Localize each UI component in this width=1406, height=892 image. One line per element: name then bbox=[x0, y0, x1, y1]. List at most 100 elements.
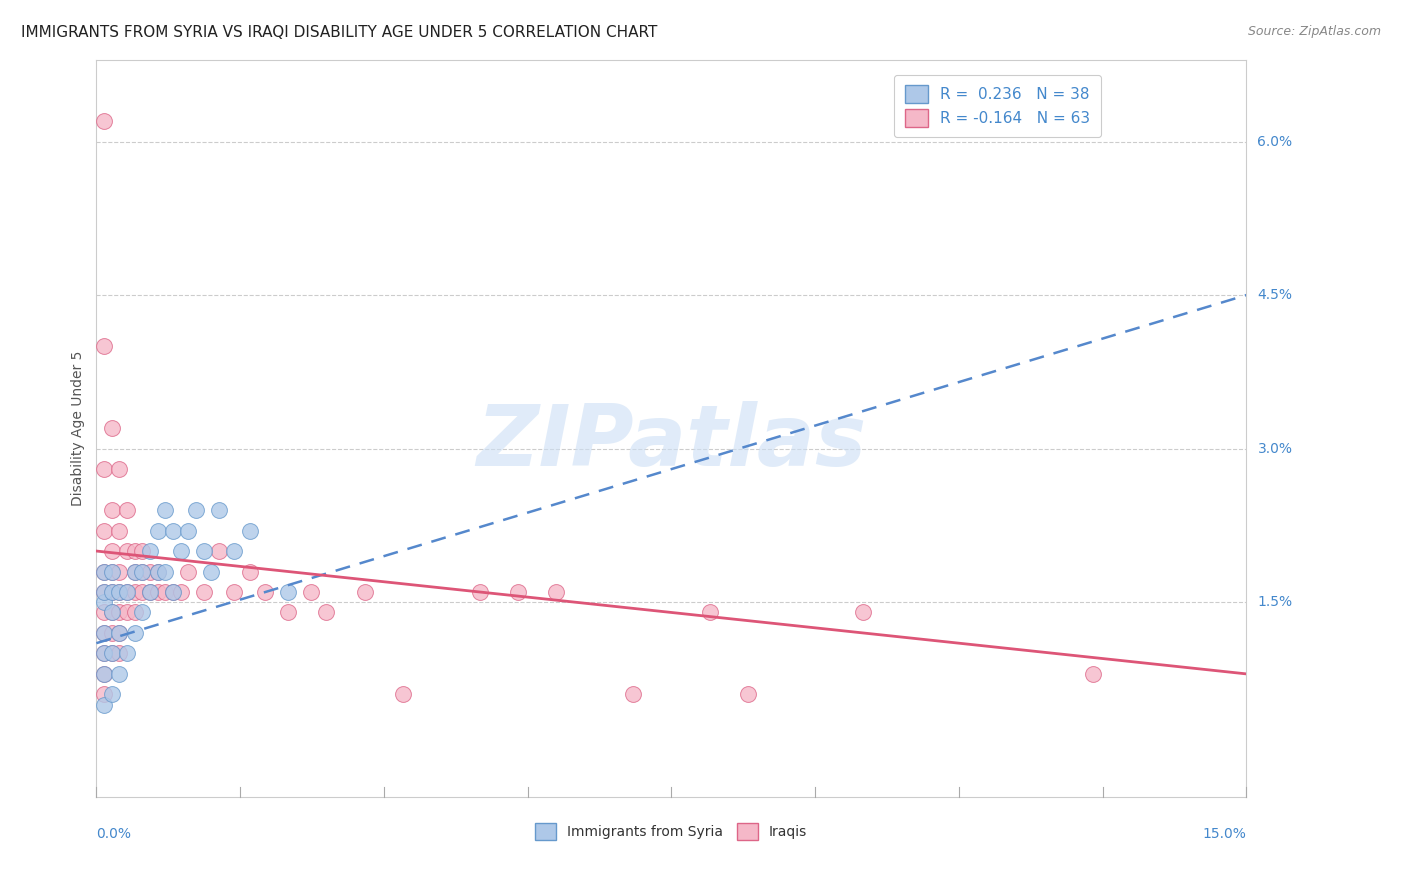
Point bbox=[93, 462, 115, 476]
Point bbox=[131, 565, 153, 579]
Point bbox=[852, 606, 875, 620]
Point bbox=[155, 585, 177, 599]
Text: 3.0%: 3.0% bbox=[1257, 442, 1292, 456]
Point bbox=[239, 524, 262, 538]
Point bbox=[224, 585, 246, 599]
Point bbox=[546, 585, 568, 599]
Text: 4.5%: 4.5% bbox=[1257, 288, 1292, 302]
Point bbox=[146, 565, 169, 579]
Point bbox=[100, 565, 122, 579]
Point bbox=[124, 544, 146, 558]
Text: 6.0%: 6.0% bbox=[1257, 135, 1292, 148]
Point bbox=[621, 687, 644, 701]
Point bbox=[115, 585, 138, 599]
Point bbox=[115, 503, 138, 517]
Point bbox=[155, 503, 177, 517]
Point bbox=[115, 585, 138, 599]
Point bbox=[100, 647, 122, 661]
Point bbox=[93, 698, 115, 712]
Point bbox=[193, 544, 215, 558]
Point bbox=[93, 606, 115, 620]
Point bbox=[124, 606, 146, 620]
Point bbox=[108, 462, 131, 476]
Point bbox=[146, 585, 169, 599]
Point bbox=[277, 585, 299, 599]
Point bbox=[253, 585, 276, 599]
Point bbox=[170, 585, 193, 599]
Point bbox=[115, 606, 138, 620]
Point bbox=[139, 544, 162, 558]
Point bbox=[93, 666, 115, 681]
Text: 1.5%: 1.5% bbox=[1257, 595, 1292, 609]
Point bbox=[124, 565, 146, 579]
Point bbox=[93, 595, 115, 609]
Y-axis label: Disability Age Under 5: Disability Age Under 5 bbox=[72, 351, 86, 506]
Point bbox=[353, 585, 375, 599]
Point bbox=[100, 421, 122, 435]
Point bbox=[170, 544, 193, 558]
Point bbox=[93, 626, 115, 640]
Point bbox=[392, 687, 415, 701]
Point bbox=[93, 687, 115, 701]
Text: IMMIGRANTS FROM SYRIA VS IRAQI DISABILITY AGE UNDER 5 CORRELATION CHART: IMMIGRANTS FROM SYRIA VS IRAQI DISABILIT… bbox=[21, 25, 658, 40]
Point bbox=[124, 585, 146, 599]
Point bbox=[468, 585, 491, 599]
Point bbox=[108, 626, 131, 640]
Point bbox=[93, 524, 115, 538]
Point bbox=[139, 565, 162, 579]
Point bbox=[139, 585, 162, 599]
Point bbox=[100, 647, 122, 661]
Point bbox=[100, 585, 122, 599]
Point bbox=[108, 565, 131, 579]
Point bbox=[93, 114, 115, 128]
Text: ZIPatlas: ZIPatlas bbox=[477, 401, 866, 484]
Point bbox=[239, 565, 262, 579]
Point bbox=[108, 666, 131, 681]
Point bbox=[93, 585, 115, 599]
Point bbox=[100, 606, 122, 620]
Point bbox=[200, 565, 222, 579]
Point bbox=[100, 565, 122, 579]
Point bbox=[131, 585, 153, 599]
Point bbox=[177, 565, 200, 579]
Point bbox=[93, 565, 115, 579]
Point bbox=[162, 585, 184, 599]
Point bbox=[108, 585, 131, 599]
Point bbox=[115, 647, 138, 661]
Point bbox=[93, 585, 115, 599]
Point bbox=[299, 585, 322, 599]
Point bbox=[124, 565, 146, 579]
Point bbox=[124, 626, 146, 640]
Point bbox=[100, 626, 122, 640]
Point bbox=[108, 585, 131, 599]
Point bbox=[93, 666, 115, 681]
Point bbox=[737, 687, 759, 701]
Point bbox=[162, 585, 184, 599]
Point bbox=[131, 606, 153, 620]
Point bbox=[100, 687, 122, 701]
Point bbox=[139, 585, 162, 599]
Point bbox=[699, 606, 721, 620]
Point bbox=[93, 647, 115, 661]
Point bbox=[108, 626, 131, 640]
Point bbox=[108, 647, 131, 661]
Point bbox=[146, 565, 169, 579]
Point bbox=[177, 524, 200, 538]
Point bbox=[100, 544, 122, 558]
Point bbox=[93, 339, 115, 353]
Legend: Immigrants from Syria, Iraqis: Immigrants from Syria, Iraqis bbox=[530, 818, 813, 845]
Point bbox=[208, 503, 231, 517]
Point bbox=[277, 606, 299, 620]
Text: Source: ZipAtlas.com: Source: ZipAtlas.com bbox=[1247, 25, 1381, 38]
Point bbox=[146, 524, 169, 538]
Point bbox=[315, 606, 337, 620]
Point bbox=[506, 585, 529, 599]
Point bbox=[131, 565, 153, 579]
Point bbox=[100, 585, 122, 599]
Point bbox=[208, 544, 231, 558]
Point bbox=[224, 544, 246, 558]
Point bbox=[1081, 666, 1104, 681]
Point bbox=[93, 647, 115, 661]
Point bbox=[108, 524, 131, 538]
Point bbox=[93, 565, 115, 579]
